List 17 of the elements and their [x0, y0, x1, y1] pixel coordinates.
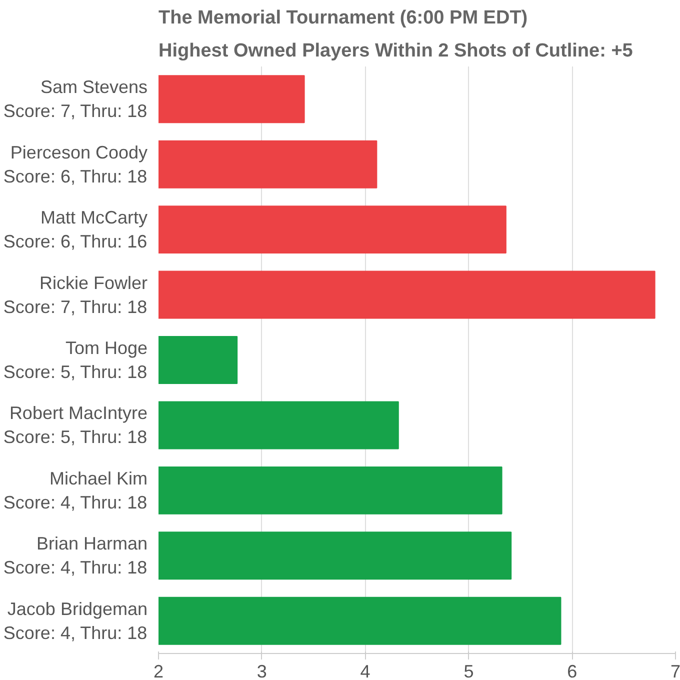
y-tick-label: Matt McCarty Score: 6, Thru: 16: [3, 208, 148, 252]
y-tick-label: Michael Kim Score: 4, Thru: 18: [3, 468, 148, 512]
y-tick-label: Robert MacIntyre Score: 5, Thru: 18: [3, 403, 148, 448]
y-tick-label: Rickie Fowler Score: 7, Thru: 18: [3, 272, 148, 317]
x-tick-label: 2: [153, 662, 164, 680]
x-tick-label: 5: [464, 662, 474, 680]
chart-subtitle: Highest Owned Players Within 2 Shots of Cutline: +5: [158, 40, 634, 62]
y-tick-label: Pierceson Coody Score: 6, Thru: 18: [3, 142, 148, 186]
x-tick-label: 7: [670, 662, 680, 680]
y-tick-label: Jacob Bridgeman Score: 4, Thru: 18: [3, 598, 148, 643]
x-tick-label: 4: [360, 662, 370, 680]
y-tick-label: Tom Hoge Score: 5, Thru: 18: [3, 338, 148, 382]
y-tick-label: Brian Harman Score: 4, Thru: 18: [3, 534, 148, 578]
x-tick-label: 3: [256, 662, 267, 680]
y-tick-label: Sam Stevens Score: 7, Thru: 18: [3, 77, 148, 122]
x-tick-label: 6: [567, 662, 578, 680]
chart-title: The Memorial Tournament (6:00 PM EDT): [158, 8, 528, 28]
